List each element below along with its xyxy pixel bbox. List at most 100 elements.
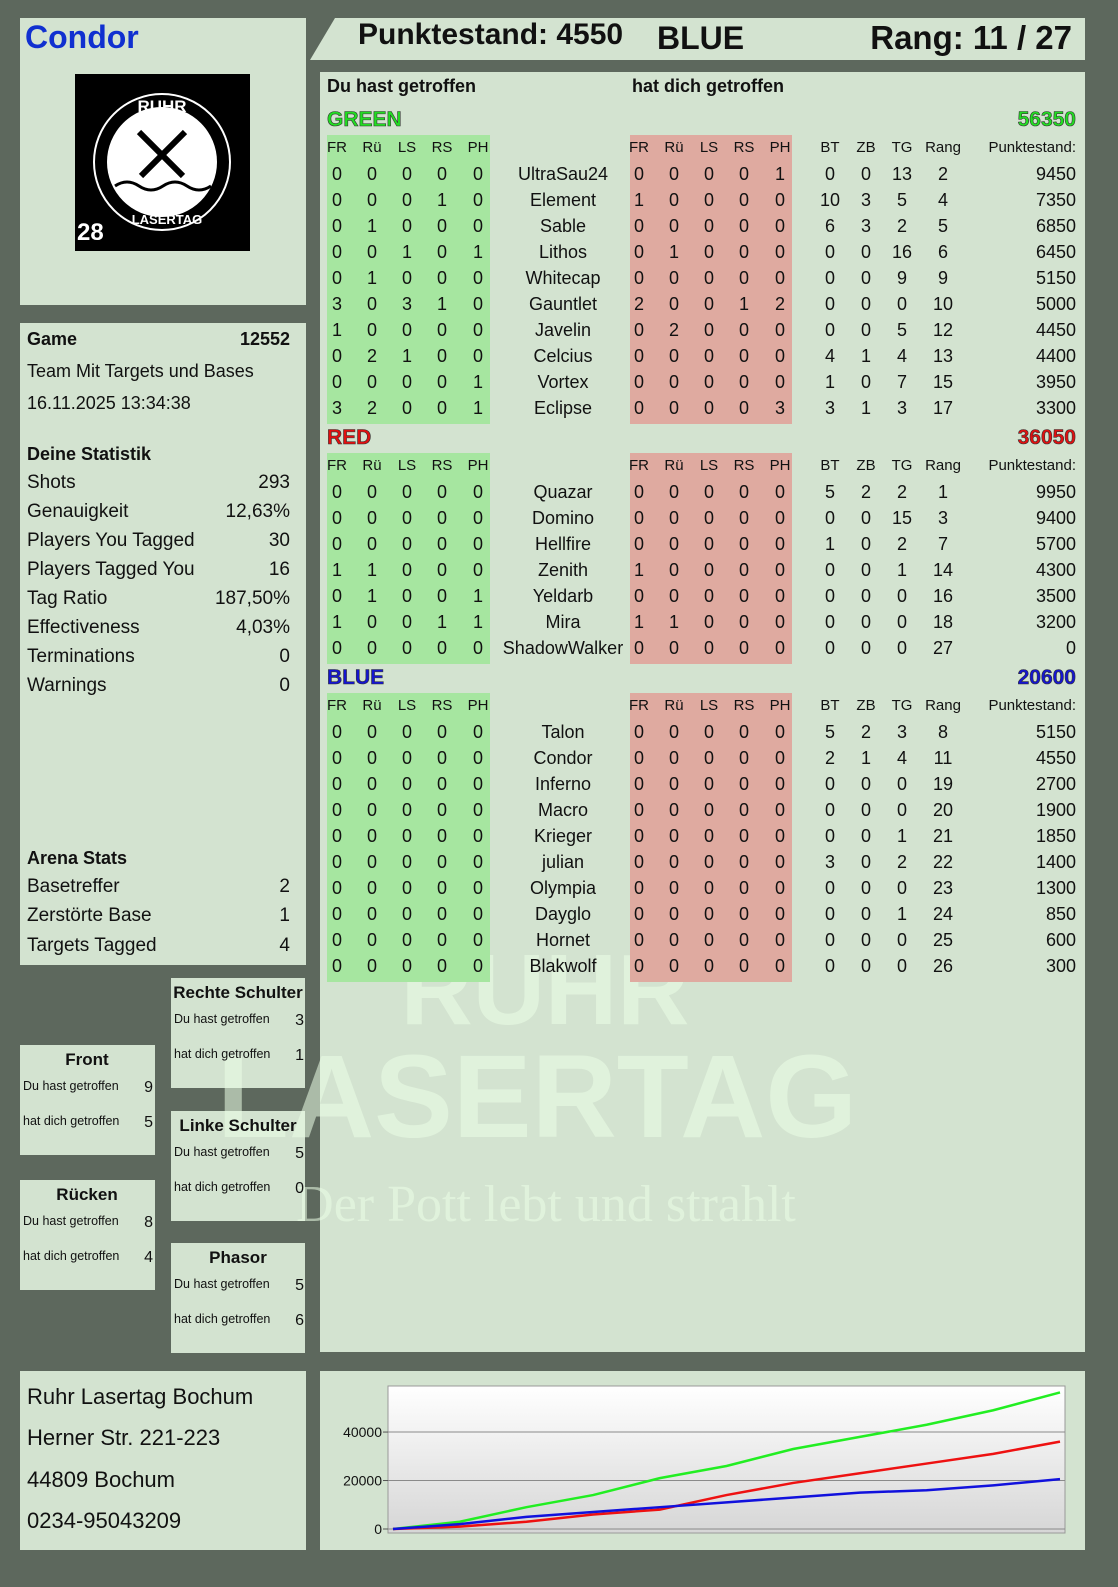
player-score: 2700 [1035, 774, 1076, 795]
team: BLUE [657, 19, 745, 56]
address-line: Ruhr Lasertag Bochum [27, 1383, 254, 1409]
hit-count: 0 [472, 560, 484, 581]
hit-count: 1 [436, 294, 448, 315]
player-bt: 0 [824, 800, 836, 821]
zone-value: 6 [295, 1312, 304, 1330]
stat-value: 1 [279, 905, 290, 927]
hit-count: 1 [331, 560, 343, 581]
hit-count: 0 [366, 638, 378, 659]
hit-count: 1 [366, 560, 378, 581]
got-count: 0 [703, 534, 715, 555]
hit-count: 0 [366, 534, 378, 555]
column-header: LS [397, 457, 417, 474]
got-count: 0 [774, 826, 786, 847]
column-header: FR [629, 697, 649, 714]
player-zb: 0 [860, 508, 872, 529]
player-zb: 0 [860, 560, 872, 581]
player-bt: 0 [824, 774, 836, 795]
hit-count: 0 [401, 268, 413, 289]
got-count: 0 [738, 190, 750, 211]
player-bt: 0 [824, 878, 836, 899]
column-header: LS [397, 139, 417, 156]
got-count: 0 [774, 774, 786, 795]
hit-count: 1 [472, 372, 484, 393]
player-rang: 26 [932, 956, 954, 977]
zone-value: 0 [295, 1180, 304, 1198]
player-zb: 0 [860, 372, 872, 393]
got-count: 0 [738, 482, 750, 503]
got-count: 0 [668, 930, 680, 951]
player-zb: 1 [860, 346, 872, 367]
hit-count: 0 [331, 216, 343, 237]
player-rang: 15 [932, 372, 954, 393]
got-count: 0 [738, 904, 750, 925]
column-header: FR [327, 457, 347, 474]
player-bt: 6 [824, 216, 836, 237]
player-name: Hellfire [534, 534, 592, 555]
hit-count: 0 [436, 956, 448, 977]
hit-count: 0 [472, 346, 484, 367]
hit-count: 0 [331, 534, 343, 555]
player-rang: 5 [937, 216, 949, 237]
team-name: BLUE [327, 666, 385, 690]
game-mode: Team Mit Targets und Bases [27, 361, 254, 382]
got-count: 1 [633, 560, 645, 581]
hit-count: 0 [401, 508, 413, 529]
player-rang: 4 [937, 190, 949, 211]
got-count: 0 [633, 216, 645, 237]
player-name: Blakwolf [529, 956, 597, 977]
column-header: TG [891, 139, 913, 156]
got-count: 0 [633, 508, 645, 529]
column-header: PH [467, 697, 489, 714]
player-zb: 0 [860, 878, 872, 899]
stat-label: Genauigkeit [27, 500, 129, 522]
player-score: 3950 [1035, 372, 1076, 393]
hit-count: 0 [366, 612, 378, 633]
player-tg: 2 [896, 534, 908, 555]
player-tg: 13 [891, 164, 913, 185]
player-score: 5150 [1035, 268, 1076, 289]
column-header: PH [467, 139, 489, 156]
hit-count: 0 [401, 956, 413, 977]
hit-count: 0 [472, 956, 484, 977]
got-count: 0 [668, 800, 680, 821]
section-title: Arena Stats [27, 848, 128, 869]
player-zb: 0 [860, 800, 872, 821]
got-count: 0 [668, 294, 680, 315]
got-count: 0 [738, 534, 750, 555]
got-count: 0 [738, 242, 750, 263]
address-line: Herner Str. 221-223 [27, 1425, 221, 1451]
column-header: Rü [664, 697, 684, 714]
got-count: 0 [668, 878, 680, 899]
zone-value: 4 [144, 1249, 153, 1267]
y-tick-label: 40000 [343, 1424, 382, 1440]
hit-count: 0 [366, 294, 378, 315]
column-header: ZB [856, 139, 876, 156]
zone-label: Du hast getroffen [23, 1213, 119, 1228]
column-header: BT [820, 697, 840, 714]
got-count: 0 [703, 372, 715, 393]
column-header: BT [820, 139, 840, 156]
got-count: 0 [668, 346, 680, 367]
zone-label: Du hast getroffen [174, 1144, 270, 1159]
player-rang: 6 [937, 242, 949, 263]
got-count: 2 [668, 320, 680, 341]
got-count: 0 [668, 372, 680, 393]
player-name: ShadowWalker [502, 638, 624, 659]
player-name: Talon [541, 722, 585, 743]
player-bt: 0 [824, 586, 836, 607]
column-header: RS [431, 139, 453, 156]
y-tick-label: 20000 [343, 1473, 382, 1489]
player-name: Whitecap [525, 268, 601, 289]
player-name: Condor [533, 748, 593, 769]
team-total: 36050 [1017, 426, 1076, 450]
hit-count: 0 [366, 878, 378, 899]
player-zb: 0 [860, 586, 872, 607]
got-count: 0 [774, 534, 786, 555]
column-header: Punktestand: [988, 697, 1076, 714]
hit-count: 0 [401, 534, 413, 555]
got-count: 0 [633, 800, 645, 821]
hit-count: 0 [436, 398, 448, 419]
hit-count: 1 [366, 268, 378, 289]
hit-count: 0 [472, 800, 484, 821]
